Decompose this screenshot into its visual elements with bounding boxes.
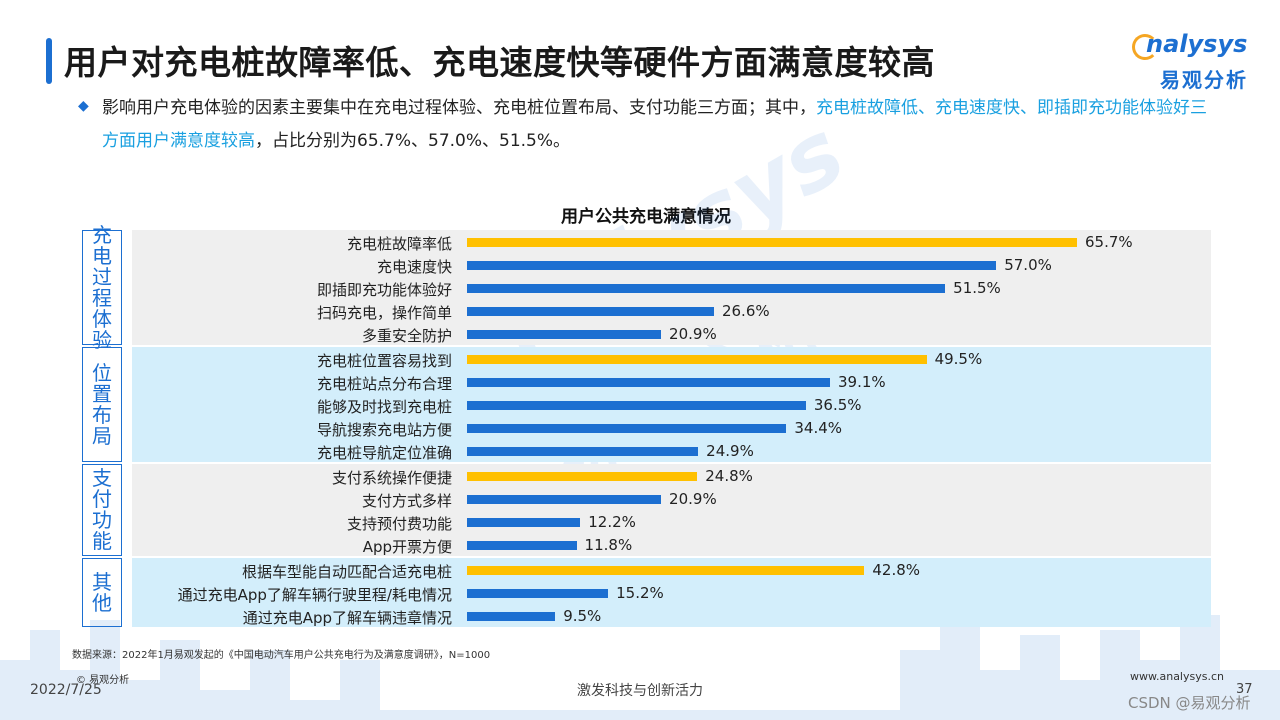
- bar: [467, 589, 609, 598]
- copyright-note: © 易观分析: [76, 675, 130, 686]
- bar-value-label: 39.1%: [838, 373, 886, 391]
- summary-text: 影响用户充电体验的因素主要集中在充电过程体验、充电桩位置布局、支付功能三方面；其…: [102, 92, 1222, 158]
- bar: [467, 566, 865, 575]
- bar-value-label: 20.9%: [669, 490, 717, 508]
- bar-value-label: 24.8%: [705, 467, 753, 485]
- category-label: 多重安全防护: [361, 327, 452, 345]
- summary-part-2: ，占比分别为65.7%、57.0%、51.5%。: [255, 131, 571, 151]
- page-number: 37: [1236, 682, 1253, 697]
- report-date: 2022/7/25: [30, 682, 102, 698]
- category-label: 支付系统操作便捷: [331, 469, 452, 487]
- bar: [467, 378, 831, 387]
- bar: [467, 518, 581, 527]
- summary-part-1: 影响用户充电体验的因素主要集中在充电过程体验、充电桩位置布局、支付功能三方面；其…: [102, 98, 816, 118]
- diamond-bullet-icon: ◆: [78, 98, 89, 114]
- bar-value-label: 49.5%: [934, 350, 983, 368]
- bar: [467, 401, 806, 410]
- group-label: 支付功能: [82, 464, 122, 556]
- analysys-logo: nalysys 易观分析: [1132, 30, 1262, 94]
- bar: [467, 284, 946, 293]
- group-label: 位置布局: [82, 347, 122, 462]
- category-label: 充电速度快: [376, 258, 452, 276]
- title-accent-bar: [46, 38, 52, 84]
- category-label: 充电桩站点分布合理: [316, 375, 452, 393]
- page-title: 用户对充电桩故障率低、充电速度快等硬件方面满意度较高: [64, 43, 935, 82]
- bar: [467, 307, 714, 316]
- group-label: 其他: [82, 558, 122, 627]
- bar-value-label: 65.7%: [1085, 233, 1133, 251]
- bar: [467, 472, 698, 481]
- bar: [467, 261, 997, 270]
- bar-value-label: 11.8%: [584, 536, 633, 554]
- logo-chinese-name: 易观分析: [1160, 68, 1248, 92]
- bar: [467, 447, 699, 456]
- group-label-text: 位置布局: [92, 360, 112, 448]
- bar: [467, 612, 556, 621]
- bar-value-label: 36.5%: [813, 396, 862, 414]
- logo-ring-icon: [1132, 34, 1158, 60]
- group-label-text: 充电过程体验: [92, 222, 112, 352]
- group-label-text: 其他: [92, 569, 112, 615]
- category-label: 能够及时找到充电桩: [316, 398, 452, 416]
- bar-value-label: 15.2%: [616, 584, 664, 602]
- bar-value-label: 26.6%: [721, 302, 770, 320]
- bar: [467, 495, 662, 504]
- category-label: 根据车型能自动匹配合适充电桩: [241, 563, 452, 581]
- category-label: 导航搜索充电站方便: [316, 421, 452, 439]
- group-label: 充电过程体验: [82, 224, 122, 350]
- csdn-watermark: CSDN @易观分析: [1128, 694, 1251, 712]
- data-source-note: 数据来源：2022年1月易观发起的《中国电动汽车用户公共充电行为及满意度调研》，…: [72, 650, 491, 661]
- city-skyline-decoration: [0, 615, 1280, 720]
- bar-value-label: 9.5%: [563, 607, 602, 625]
- category-label: 充电桩位置容易找到: [316, 352, 452, 370]
- bar-value-label: 42.8%: [872, 561, 921, 579]
- category-label: 扫码充电，操作简单: [316, 304, 452, 322]
- category-label: 通过充电App了解车辆行驶里程/耗电情况: [177, 586, 452, 604]
- category-label: 通过充电App了解车辆违章情况: [242, 609, 452, 627]
- bar: [467, 330, 662, 339]
- bar-value-label: 20.9%: [669, 325, 717, 343]
- bar: [467, 355, 927, 364]
- category-label: 充电桩故障率低: [346, 235, 452, 253]
- group-label-text: 支付功能: [92, 466, 112, 553]
- bar-value-label: 51.5%: [953, 279, 1001, 297]
- bar: [467, 424, 787, 433]
- category-label: 即插即充功能体验好: [316, 281, 452, 299]
- bar-value-label: 57.0%: [1004, 256, 1052, 274]
- summary-highlight: 充电桩故障低、充电速度快、即插即充功能体验好三方面用户满意度较高: [102, 98, 1207, 151]
- footer-slogan: 激发科技与创新活力: [577, 683, 703, 699]
- category-label: 充电桩导航定位准确: [316, 444, 452, 462]
- bar-value-label: 24.9%: [706, 442, 754, 460]
- logo-wordmark: nalysys: [1146, 30, 1248, 58]
- chart-title: 用户公共充电满意情况: [561, 207, 731, 227]
- website-link[interactable]: www.analysys.cn: [1130, 670, 1224, 683]
- category-label: 支持预付费功能: [346, 515, 452, 533]
- bar: [467, 238, 1077, 247]
- bar: [467, 541, 577, 550]
- bar-value-label: 34.4%: [794, 419, 843, 437]
- category-label: 支付方式多样: [361, 492, 452, 510]
- bar-value-label: 12.2%: [588, 513, 636, 531]
- category-label: App开票方便: [362, 538, 452, 556]
